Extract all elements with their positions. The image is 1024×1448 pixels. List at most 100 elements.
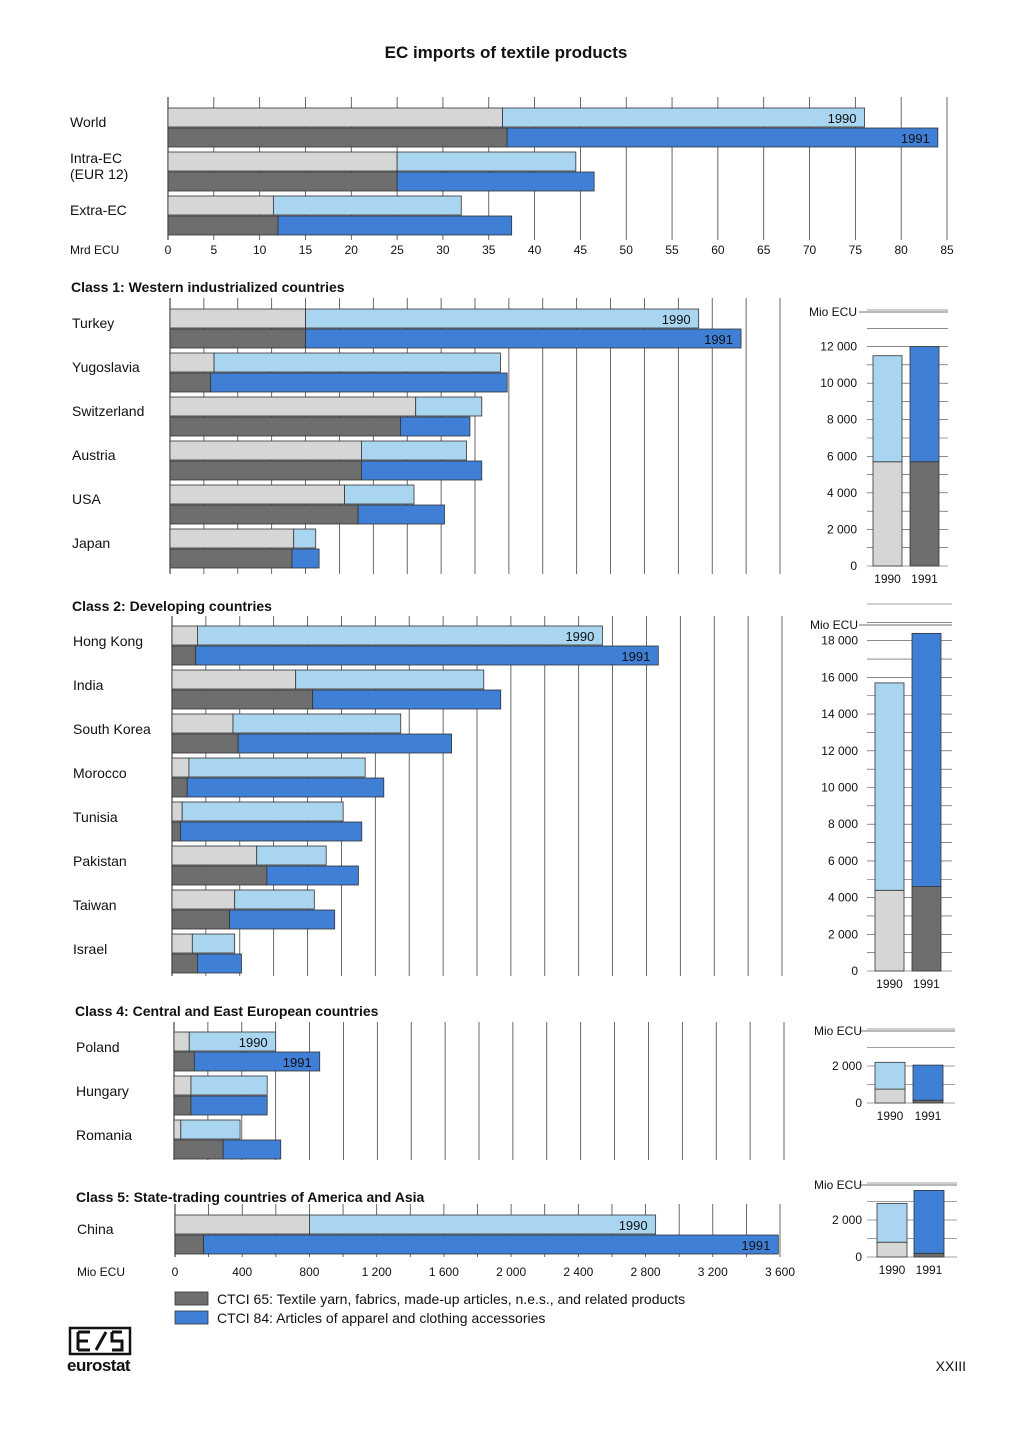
bar-ctci65-1991 (171, 909, 231, 930)
summary-bar-ctci65-1990 (874, 889, 905, 972)
x-tick-label: 1 600 (429, 1265, 459, 1279)
summary-tick-label: 2 000 (832, 1059, 862, 1073)
bar-ctci65-1991 (171, 777, 188, 798)
bar-ctci84-1991 (312, 689, 502, 710)
bar-ctci65-1990 (171, 801, 183, 822)
bar-ctci84-1990 (197, 625, 603, 646)
x-tick-label: 3 200 (698, 1265, 728, 1279)
summary-bar-ctci65-1991 (911, 886, 942, 972)
bar-ctci84-1991 (180, 821, 363, 842)
x-tick-label: 65 (757, 243, 771, 257)
summary-bar-ctci84-1991 (909, 346, 940, 463)
bar-ctci65-1990 (169, 528, 295, 549)
legend-swatch-ctci84 (174, 1310, 209, 1325)
bar-ctci84-1991 (222, 1139, 282, 1160)
bar-ctci84-1991 (396, 171, 595, 192)
x-tick-label: 45 (574, 243, 588, 257)
bar-ctci84-1991 (193, 1051, 321, 1072)
summary-bar-ctci65-1991 (913, 1252, 945, 1258)
bar-year-label: 1990 (828, 111, 857, 126)
logo-wordmark: eurostat (67, 1356, 131, 1375)
bar-ctci65-1990 (169, 352, 215, 373)
bar-year-label: 1990 (239, 1035, 268, 1050)
legend-label-ctci65: CTCI 65: Textile yarn, fabrics, made-up … (217, 1291, 685, 1307)
bar-ctci65-1991 (169, 416, 401, 437)
bar-ctci65-1990 (167, 107, 503, 128)
x-tick-label: 0 (165, 243, 172, 257)
eurostat-logo: eurostat (67, 1326, 131, 1375)
bar-ctci65-1991 (167, 215, 279, 236)
bar-ctci65-1990 (169, 440, 362, 461)
bar-ctci65-1990 (171, 845, 258, 866)
axis-unit-label: Mio ECU (77, 1265, 125, 1279)
summary-bar-ctci84-1990 (876, 1202, 908, 1243)
category-label: Israel (73, 941, 107, 957)
summary-bar-ctci84-1991 (912, 1064, 944, 1101)
bar-ctci84-1990 (191, 933, 236, 954)
summary-unit-label: Mio ECU (809, 305, 857, 319)
summary-bar-ctci65-1990 (874, 1088, 906, 1104)
bar-ctci84-1991 (291, 548, 320, 569)
bar-ctci65-1990 (167, 195, 274, 216)
bar-ctci84-1991 (203, 1234, 779, 1255)
bar-ctci84-1990 (234, 889, 315, 910)
summary-tick-label: 0 (850, 559, 857, 573)
bar-ctci65-1991 (173, 1051, 195, 1072)
summary-year-label: 1990 (876, 977, 903, 991)
bar-ctci65-1991 (174, 1234, 204, 1255)
category-label: Hong Kong (73, 633, 143, 649)
summary-year-label: 1990 (874, 572, 901, 586)
panel-heading: Class 4: Central and East European count… (75, 1003, 379, 1019)
summary-bar-ctci84-1990 (874, 1061, 906, 1090)
panel-2: Class 1: Western industrialized countrie… (71, 279, 948, 586)
bar-ctci65-1991 (169, 460, 362, 481)
bar-ctci65-1990 (171, 757, 190, 778)
summary-year-label: 1991 (915, 1109, 942, 1123)
category-label: China (77, 1221, 114, 1237)
bar-ctci84-1991 (305, 328, 742, 349)
bar-ctci65-1990 (169, 396, 417, 417)
bar-ctci65-1990 (169, 308, 306, 329)
bar-ctci84-1990 (272, 195, 462, 216)
x-tick-label: 30 (436, 243, 450, 257)
summary-chart: Mio ECU 0 2 000 4 000 6 000 8 000 10 000 12 000… (810, 603, 952, 991)
bar-ctci84-1990 (344, 484, 415, 505)
x-tick-label: 1 200 (362, 1265, 392, 1279)
legend-label-ctci84: CTCI 84: Articles of apparel and clothin… (217, 1310, 545, 1326)
bar-ctci84-1990 (181, 801, 344, 822)
x-tick-label: 3 600 (765, 1265, 795, 1279)
summary-year-label: 1990 (877, 1109, 904, 1123)
x-tick-label: 25 (390, 243, 404, 257)
panel-1: World 1990 1991 Intra-EC (EUR 12) Extra-EC Mrd… (70, 97, 954, 257)
bar-ctci84-1991 (506, 127, 939, 148)
bar-ctci84-1990 (361, 440, 467, 461)
category-label: Romania (76, 1127, 132, 1143)
bar-ctci84-1990 (295, 669, 485, 690)
bar-ctci84-1990 (190, 1075, 268, 1096)
logo-mark-icon (76, 1330, 124, 1352)
bar-ctci84-1990 (305, 308, 700, 329)
bar-year-label: 1991 (621, 649, 650, 664)
bar-ctci65-1991 (167, 171, 398, 192)
summary-bar-ctci65-1991 (912, 1099, 944, 1104)
bar-ctci84-1990 (213, 352, 501, 373)
x-tick-label: 50 (620, 243, 634, 257)
bar-ctci84-1990 (256, 845, 327, 866)
bar-ctci65-1990 (169, 484, 345, 505)
bar-ctci84-1990 (502, 107, 865, 128)
category-label: South Korea (73, 721, 151, 737)
bar-ctci65-1991 (173, 1095, 192, 1116)
category-label: Intra-EC (EUR 12) (70, 150, 128, 182)
x-tick-label: 800 (299, 1265, 319, 1279)
summary-tick-label: 2 000 (832, 1213, 862, 1227)
bar-ctci65-1990 (171, 625, 198, 646)
x-tick-label: 35 (482, 243, 496, 257)
x-tick-label: 400 (232, 1265, 252, 1279)
bar-ctci84-1990 (188, 1031, 277, 1052)
x-tick-label: 5 (210, 243, 217, 257)
summary-tick-label: 16 000 (821, 670, 858, 684)
summary-tick-label: 8 000 (827, 413, 857, 427)
bar-ctci65-1991 (169, 328, 306, 349)
summary-bar-ctci84-1991 (911, 632, 942, 887)
summary-year-label: 1991 (916, 1263, 943, 1277)
